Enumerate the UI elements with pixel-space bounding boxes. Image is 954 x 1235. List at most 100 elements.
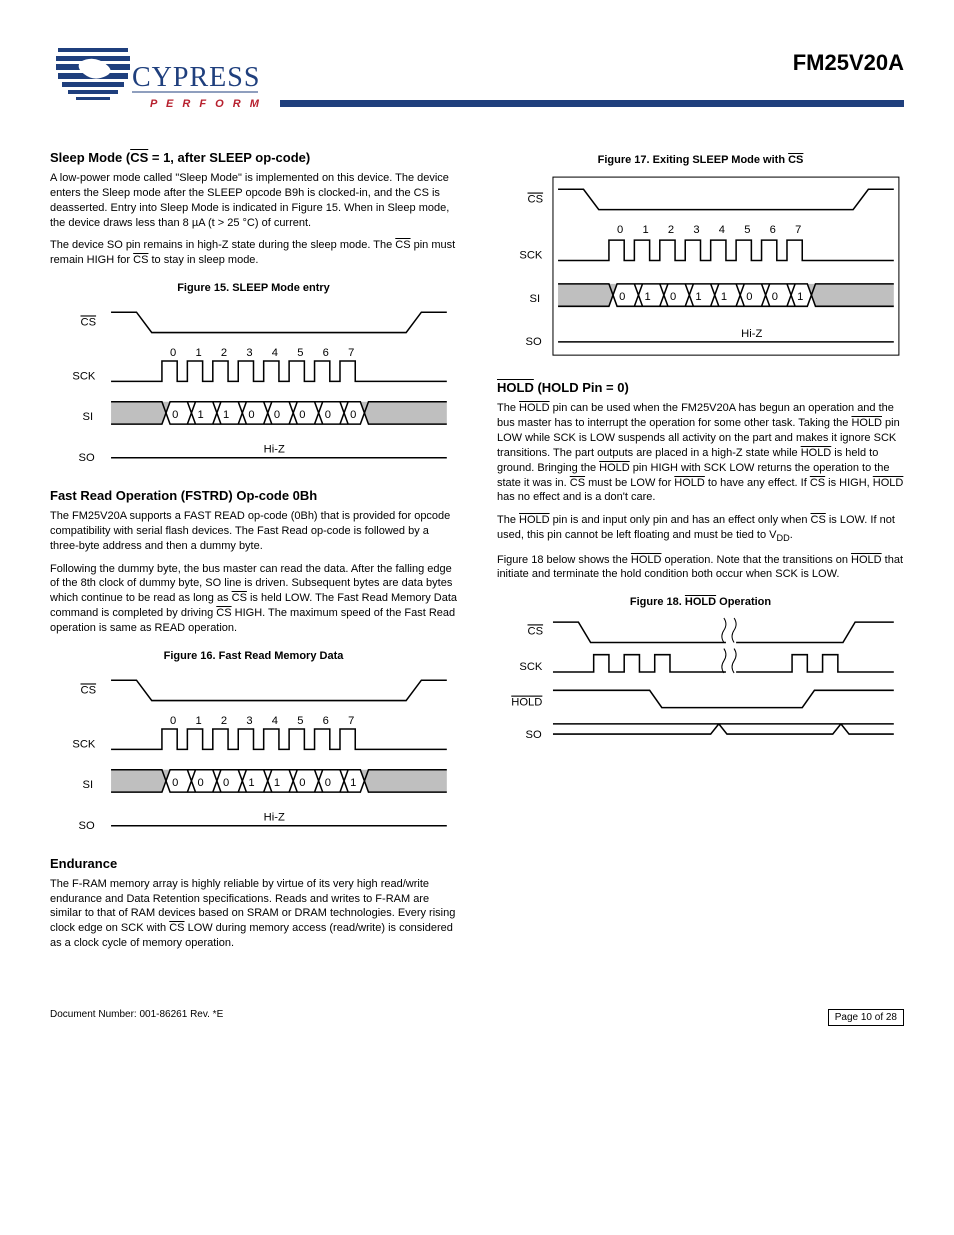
svg-text:6: 6 bbox=[770, 224, 776, 236]
hp1a: The bbox=[497, 402, 519, 414]
hp3b: operation. Note that the transitions on bbox=[661, 554, 851, 566]
fig18-sck-label: SCK bbox=[519, 661, 543, 673]
svg-text:0: 0 bbox=[248, 409, 254, 421]
hp2ov1: HOLD bbox=[519, 514, 550, 526]
page-header: CYPRESS P E R F O R M FM25V20A bbox=[50, 30, 904, 140]
fr-p2-ov2: CS bbox=[216, 607, 231, 619]
svg-text:0: 0 bbox=[172, 777, 178, 789]
header-rule bbox=[280, 100, 904, 107]
fast-read-p1: The FM25V20A supports a FAST READ op-cod… bbox=[50, 509, 457, 554]
hold-title-ov: HOLD bbox=[497, 380, 534, 395]
hold-title-b: (HOLD Pin = 0) bbox=[534, 380, 629, 395]
svg-text:7: 7 bbox=[348, 347, 354, 359]
fig17-cap-a: Figure 17. Exiting SLEEP Mode with bbox=[598, 154, 789, 166]
content-columns: Sleep Mode (CS = 1, after SLEEP op-code)… bbox=[50, 140, 904, 959]
fig16-si-bits: 0001 1001 bbox=[172, 777, 356, 789]
fast-read-title: Fast Read Operation (FSTRD) Op-code 0Bh bbox=[50, 488, 457, 503]
svg-text:0: 0 bbox=[274, 409, 280, 421]
fig18cap-a: Figure 18. bbox=[630, 596, 685, 608]
fig17-so-label: SO bbox=[526, 336, 542, 348]
fig18-so-label: SO bbox=[526, 729, 542, 741]
hp1b: pin can be used when the FM25V20A has be… bbox=[497, 402, 894, 429]
right-column: Figure 17. Exiting SLEEP Mode with CS CS… bbox=[497, 140, 904, 959]
svg-text:1: 1 bbox=[721, 291, 727, 303]
fig15-si-bits: 0110 0000 bbox=[172, 409, 356, 421]
hold-p3: Figure 18 below shows the HOLD operation… bbox=[497, 553, 904, 583]
svg-text:1: 1 bbox=[198, 409, 204, 421]
fig16-si-label: SI bbox=[83, 779, 94, 791]
fig18cap-b: Operation bbox=[716, 596, 771, 608]
svg-text:4: 4 bbox=[719, 224, 725, 236]
endurance-p1: The F-RAM memory array is highly reliabl… bbox=[50, 877, 457, 951]
hp1ov8: HOLD bbox=[873, 477, 904, 489]
cypress-logo: CYPRESS P E R F O R M bbox=[50, 40, 260, 135]
svg-text:6: 6 bbox=[323, 347, 329, 359]
fr-p2-ov1: CS bbox=[232, 592, 247, 604]
svg-text:1: 1 bbox=[196, 347, 202, 359]
svg-text:1: 1 bbox=[695, 291, 701, 303]
svg-text:1: 1 bbox=[223, 409, 229, 421]
fig15-sck-label: SCK bbox=[72, 370, 96, 382]
fig17-si-bits: 0101 1001 bbox=[619, 291, 803, 303]
endurance-title: Endurance bbox=[50, 856, 457, 871]
sleep-mode-title: Sleep Mode (CS = 1, after SLEEP op-code) bbox=[50, 150, 457, 165]
svg-text:3: 3 bbox=[246, 347, 252, 359]
fig16-caption: Figure 16. Fast Read Memory Data bbox=[50, 650, 457, 662]
hold-title: HOLD (HOLD Pin = 0) bbox=[497, 380, 904, 395]
svg-text:0: 0 bbox=[350, 409, 356, 421]
fig17-sck-label: SCK bbox=[519, 249, 543, 261]
fig15-timing-diagram: CS 0123 4567 SCK SI bbox=[50, 300, 457, 478]
hold-p2: The HOLD pin is and input only pin and h… bbox=[497, 513, 904, 544]
svg-text:5: 5 bbox=[297, 347, 303, 359]
fig16-sck-label: SCK bbox=[72, 738, 96, 750]
fig17-bit-numbers: 0123 4567 bbox=[617, 224, 801, 236]
svg-text:7: 7 bbox=[795, 224, 801, 236]
svg-text:1: 1 bbox=[274, 777, 280, 789]
fig15-so-label: SO bbox=[78, 452, 94, 464]
footer-page-number: Page 10 of 28 bbox=[828, 1009, 904, 1026]
svg-text:0: 0 bbox=[325, 777, 331, 789]
svg-text:1: 1 bbox=[645, 291, 651, 303]
hp1ov6: HOLD bbox=[674, 477, 705, 489]
sleep-p2-ov1: CS bbox=[395, 239, 410, 251]
hold-p1: The HOLD pin can be used when the FM25V2… bbox=[497, 401, 904, 505]
fig16-cs-label: CS bbox=[81, 684, 97, 696]
svg-text:0: 0 bbox=[619, 291, 625, 303]
fig16-timing-diagram: CS 0123 4567 SCK SI bbox=[50, 668, 457, 846]
fig17-hiz-label: Hi-Z bbox=[741, 328, 762, 340]
svg-text:4: 4 bbox=[272, 715, 278, 727]
svg-text:0: 0 bbox=[299, 777, 305, 789]
sleep-title-cs: CS bbox=[130, 150, 148, 165]
svg-text:4: 4 bbox=[272, 347, 278, 359]
fig18-cs-label: CS bbox=[528, 626, 544, 638]
svg-text:0: 0 bbox=[670, 291, 676, 303]
fig18-caption: Figure 18. HOLD Operation bbox=[497, 596, 904, 608]
footer-doc-number: Document Number: 001-86261 Rev. *E bbox=[50, 1009, 223, 1026]
hp1ov1: HOLD bbox=[519, 402, 550, 414]
fig16-so-label: SO bbox=[78, 820, 94, 832]
hp2d: . bbox=[790, 529, 793, 541]
fig17-timing-diagram: CS 0123 4567 SCK SI bbox=[497, 172, 904, 370]
fig17-cs-label: CS bbox=[528, 194, 544, 206]
sleep-p2-a: The device SO pin remains in high-Z stat… bbox=[50, 239, 395, 251]
fig17-cap-ov: CS bbox=[788, 154, 803, 166]
svg-text:1: 1 bbox=[196, 715, 202, 727]
fig17-si-label: SI bbox=[530, 293, 541, 305]
fig18-hold-label: HOLD bbox=[511, 697, 542, 709]
fig15-caption: Figure 15. SLEEP Mode entry bbox=[50, 282, 457, 294]
logo-cypress-text: CYPRESS bbox=[132, 62, 260, 93]
fig18cap-ov: HOLD bbox=[685, 596, 716, 608]
fig17-caption: Figure 17. Exiting SLEEP Mode with CS bbox=[497, 154, 904, 166]
sleep-p2-c: to stay in sleep mode. bbox=[148, 254, 258, 266]
hp1ov5: CS bbox=[570, 477, 585, 489]
fig15-bit-numbers: 0123 4567 bbox=[170, 347, 354, 359]
svg-text:6: 6 bbox=[323, 715, 329, 727]
svg-text:5: 5 bbox=[297, 715, 303, 727]
hp3ov2: HOLD bbox=[851, 554, 882, 566]
svg-text:3: 3 bbox=[693, 224, 699, 236]
svg-text:1: 1 bbox=[350, 777, 356, 789]
svg-text:0: 0 bbox=[617, 224, 623, 236]
fast-read-p2: Following the dummy byte, the bus master… bbox=[50, 562, 457, 636]
hp2sub: DD bbox=[776, 533, 789, 543]
svg-text:1: 1 bbox=[248, 777, 254, 789]
